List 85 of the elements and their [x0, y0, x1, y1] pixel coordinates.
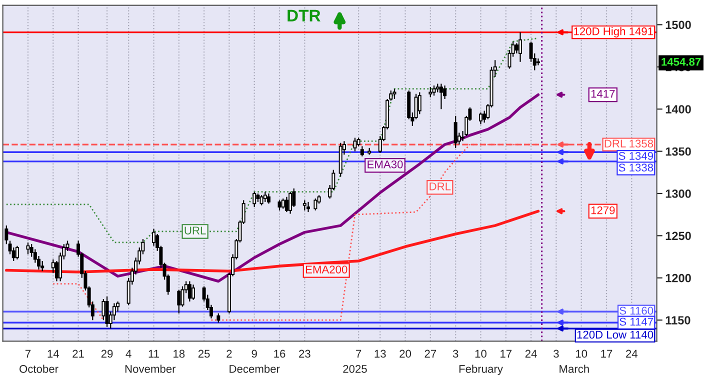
x-tick-label: 10 [576, 350, 588, 358]
x-tick-label: 17 [500, 350, 512, 358]
ref-line-label: 120D High 1491 [574, 27, 653, 38]
x-tick-label: 25 [198, 350, 210, 358]
series-label: URL [184, 226, 206, 234]
candlestick [314, 198, 318, 211]
candlestick [188, 280, 192, 302]
candlestick [306, 201, 310, 213]
ref-line-label: S 1349 [618, 152, 654, 160]
x-tick-label: 9 [252, 350, 257, 358]
candlestick [432, 84, 436, 96]
candlestick [439, 83, 443, 110]
candlestick [392, 88, 396, 100]
ref-line-label: DRL 1358 [604, 140, 654, 148]
x2-tick-label: December [230, 364, 280, 373]
x2-tick-label: February [459, 364, 503, 376]
x-tick-label: 24 [626, 350, 638, 358]
candlestick [353, 137, 357, 152]
x-tick-label: 21 [72, 350, 84, 358]
x-tick-label: 4 [126, 350, 132, 358]
x-tick-label: 27 [424, 350, 436, 358]
candlestick [263, 191, 267, 202]
candlestick [428, 86, 432, 98]
candlestick [26, 242, 30, 255]
x-tick-label: 7 [25, 350, 31, 358]
x-tick-label: 18 [174, 350, 185, 358]
candlestick [514, 42, 518, 54]
ref-line-label: 120D Low 1140 [577, 330, 654, 339]
candlestick [536, 58, 540, 66]
x-tick-label: 14 [48, 350, 59, 358]
y-tick-label: 1200 [666, 274, 691, 282]
x-tick-label: 13 [374, 350, 386, 358]
y-tick-label: 1350 [666, 147, 691, 156]
series-label: DRL [430, 182, 451, 190]
candlestick [252, 191, 256, 208]
ref-line-label: S 1160 [620, 306, 654, 315]
candlestick [418, 92, 422, 115]
candlestick [360, 146, 364, 157]
x-tick-label: 11 [148, 350, 159, 358]
candlestick [216, 312, 220, 324]
candlestick [40, 260, 44, 272]
annotation: 1417 [591, 90, 615, 98]
x2-tick-label: October [20, 364, 58, 373]
x-tick-label: 29 [101, 350, 113, 358]
annotation: 1279 [591, 206, 615, 214]
x-tick-label: 23 [299, 350, 310, 358]
candlestick [260, 194, 264, 206]
candlestick [105, 296, 109, 328]
y-tick-label: 1300 [666, 190, 691, 198]
series-label: EMA200 [306, 266, 348, 274]
y-tick-label: 1250 [666, 232, 691, 240]
x-tick-label: 16 [274, 350, 286, 358]
candlestick [15, 245, 19, 260]
candlestick [281, 198, 285, 210]
candlestick [518, 32, 522, 62]
annotation: 1454.87 [662, 58, 701, 66]
ref-line-label: S 1338 [618, 164, 654, 172]
candlestick [478, 112, 482, 125]
candlestick [288, 191, 292, 214]
candlestick [177, 289, 181, 314]
line-series [5, 93, 540, 283]
x-tick-label: 24 [525, 350, 537, 358]
x-tick-label: 7 [356, 350, 362, 358]
series-label: EMA30 [368, 160, 403, 168]
candlestick [302, 200, 306, 211]
candlestick [284, 196, 288, 213]
y-tick-label: 1150 [666, 316, 690, 324]
y-tick-label: 1400 [666, 105, 691, 114]
y-tick-label: 1500 [666, 20, 691, 30]
x-tick-label: 17 [601, 350, 612, 358]
candlestick [102, 298, 106, 321]
ref-line-label: S 1147 [620, 318, 653, 326]
candlestick [192, 284, 196, 300]
chart-title: DTR [288, 10, 320, 22]
candlestick [454, 115, 458, 148]
candlestick [278, 200, 282, 211]
x-tick-label: 3 [452, 350, 458, 358]
x-tick-label: 2 [226, 350, 232, 358]
x2-tick-label: November [125, 364, 176, 373]
x2-tick-label: March [560, 364, 589, 373]
x-tick-label: 10 [475, 350, 486, 358]
x-tick-label: 3 [554, 350, 559, 358]
x2-tick-label: 2025 [343, 364, 367, 373]
x-tick-label: 20 [400, 350, 412, 358]
candlestick [266, 192, 270, 204]
